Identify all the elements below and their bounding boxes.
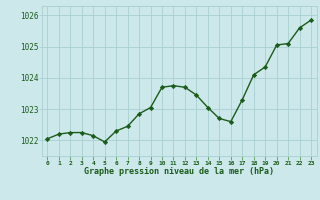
X-axis label: Graphe pression niveau de la mer (hPa): Graphe pression niveau de la mer (hPa) — [84, 167, 274, 176]
